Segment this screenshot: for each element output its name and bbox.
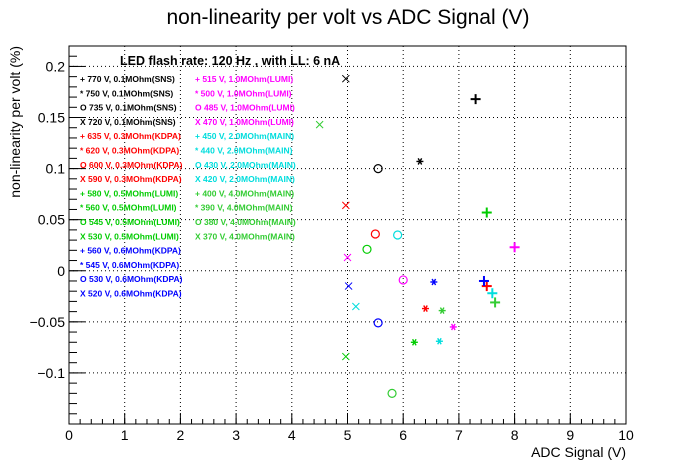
data-point [362,244,372,254]
legend-entry: + 400 V, 4.0MOhm(MAIN) [195,188,294,198]
legend-entry: O 735 V, 0.1MOhm(SNS) [80,103,177,113]
legend-entry: + 515 V, 1.0MOhm(LUMI) [195,74,293,84]
x-tick-label: 10 [618,427,634,443]
legend: + 770 V, 0.1MOhm(SNS) * 750 V, 0.1MOhm(SN… [80,74,296,299]
legend-entry: * 620 V, 0.3MOhm(KDPA) [80,146,179,156]
data-point [373,163,383,174]
data-point [373,318,383,328]
legend-entry: O 545 V, 0.5MOhm(LUMI) [80,217,180,227]
data-point [315,120,324,129]
data-point [481,207,492,218]
legend-entry: X 370 V, 4.0MOhm(MAIN) [195,231,295,241]
data-point [478,275,489,286]
data-point [438,307,446,314]
chart-title: non-linearity per volt vs ADC Signal (V) [167,6,530,29]
legend-entry: O 380 V, 4.0MOhm(MAIN) [195,217,296,227]
y-tick-label: 0.1 [46,161,66,177]
legend-entry: * 560 V, 0.5MOhm(LUMI) [80,203,177,213]
data-point [341,74,350,83]
legend-entry: O 485 V, 1.0MOhm(LUMI) [195,103,295,113]
x-tick-label: 1 [121,427,129,443]
x-tick-label: 4 [288,427,296,443]
data-point [430,278,438,286]
data-points [315,74,520,398]
data-point [393,230,403,240]
x-axis-label: ADC Signal (V) [531,444,626,460]
data-point [410,338,418,346]
data-point [344,282,353,290]
chart-annotation: LED flash rate: 120 Hz , with LL: 6 nA [120,54,340,68]
x-tick-label: 0 [65,427,73,443]
x-tick-label: 3 [232,427,240,443]
data-point [341,201,350,210]
data-point [481,281,492,292]
axis-tick-labels: 0 1 2 3 4 5 6 7 8 9 10 −0.1 −0.05 0 0.05 0.1 0.15 0.2 [30,58,634,443]
y-tick-label: −0.05 [30,314,66,330]
y-tick-label: 0.2 [46,58,66,74]
legend-entry: X 420 V, 2.0MOhm(MAIN) [195,174,295,184]
data-point [352,302,360,311]
data-point [387,388,397,398]
data-point [341,352,350,361]
legend-entry: X 470 V, 1.0MOhm(LUMI) [195,117,294,127]
legend-entry: X 590 V, 0.3MOhm(KDPA) [80,174,182,184]
legend-entry: + 450 V, 2.0MOhm(MAIN) [195,131,294,141]
legend-entry: + 770 V, 0.1MOhm(SNS) [80,74,175,84]
x-tick-label: 9 [566,427,574,443]
legend-entry: * 440 V, 2.0MOhm(MAIN) [195,146,293,156]
y-tick-label: 0.05 [38,212,65,228]
x-tick-label: 8 [511,427,519,443]
legend-entry: * 390 V, 4.0MOhm(MAIN) [195,203,293,213]
y-axis-label: non-linearity per volt (%) [7,46,23,198]
grid [69,46,626,424]
legend-entry: X 530 V, 0.5MOhm(LUMI) [80,231,179,241]
axis-ticks [68,45,627,425]
legend-entry: * 500 V, 1.0MOhm(LUMI) [195,88,292,98]
legend-entry: * 545 V, 0.6MOhm(KDPA) [80,260,179,270]
legend-entry: + 635 V, 0.3MOhm(KDPA) [80,131,181,141]
y-tick-label: 0 [57,263,65,279]
y-tick-label: −0.1 [37,365,65,381]
legend-entry: + 560 V, 0.6MOhm(KDPA) [80,246,181,256]
legend-entry: X 720 V, 0.1MOhm(SNS) [80,117,176,127]
x-tick-label: 2 [177,427,185,443]
data-point [421,305,429,312]
legend-entry: * 750 V, 0.1MOhm(SNS) [80,88,173,98]
y-tick-label: 0.15 [38,110,65,126]
data-point [487,288,498,299]
data-point [416,158,424,165]
legend-entry: O 530 V, 0.6MOhm(KDPA) [80,274,183,284]
data-point [435,337,443,345]
legend-entry: O 430 V, 2.0MOhm(MAIN) [195,160,296,170]
x-tick-label: 5 [344,427,352,443]
data-point [343,253,352,262]
legend-entry: + 580 V, 0.5MOhm(LUMI) [80,188,178,198]
legend-entry: O 600 V, 0.3MOhm(KDPA) [80,160,183,170]
legend-entry: X 520 V, 0.6MOhm(KDPA) [80,289,182,299]
x-tick-label: 6 [399,427,407,443]
data-point [398,275,408,285]
data-point [490,297,501,308]
data-point [509,242,520,253]
data-point [370,229,380,239]
data-point [470,94,481,105]
data-point [449,323,457,331]
x-tick-label: 7 [455,427,463,443]
